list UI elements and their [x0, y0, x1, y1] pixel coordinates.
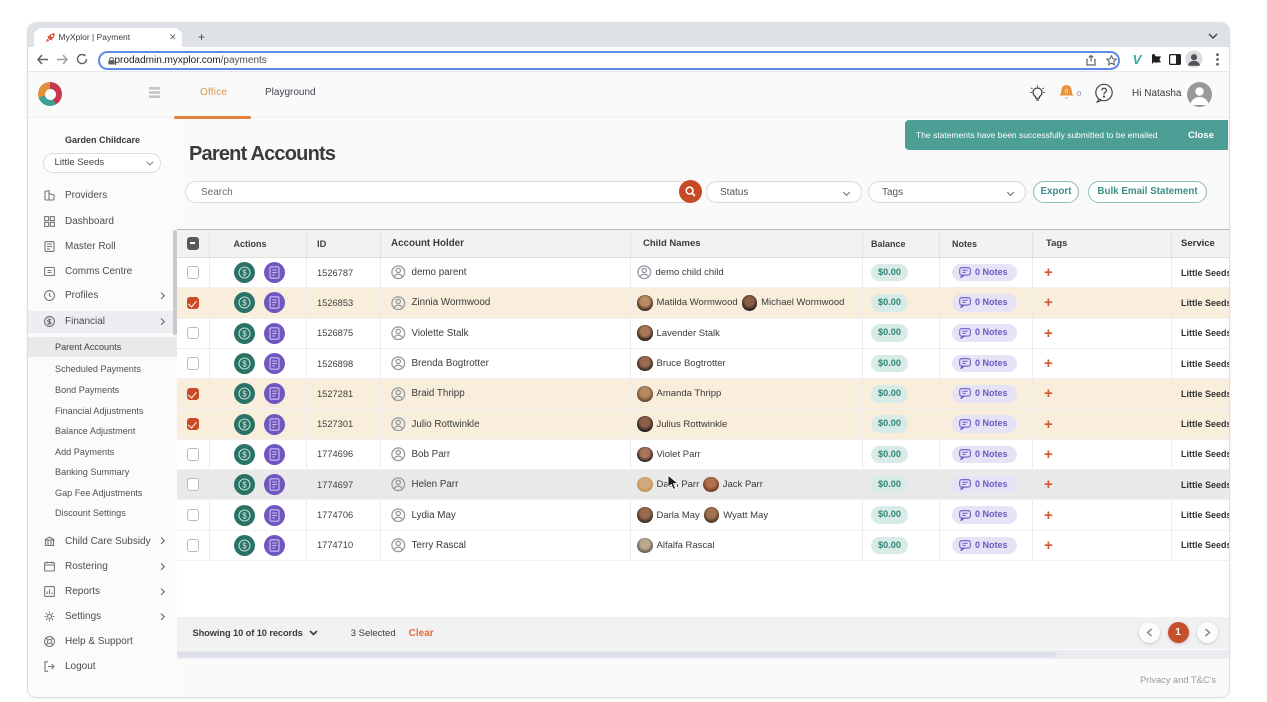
svg-text:$: $ [242, 329, 247, 338]
svg-text:$: $ [242, 511, 247, 520]
svg-text:0: 0 [1064, 89, 1068, 96]
svg-text:$: $ [242, 541, 247, 550]
svg-text:$: $ [242, 299, 247, 308]
svg-text:$: $ [242, 359, 247, 368]
svg-text:$: $ [242, 390, 247, 399]
svg-text:$: $ [242, 450, 247, 459]
svg-text:$: $ [242, 420, 247, 429]
svg-text:$: $ [242, 269, 247, 278]
svg-text:$: $ [242, 481, 247, 490]
